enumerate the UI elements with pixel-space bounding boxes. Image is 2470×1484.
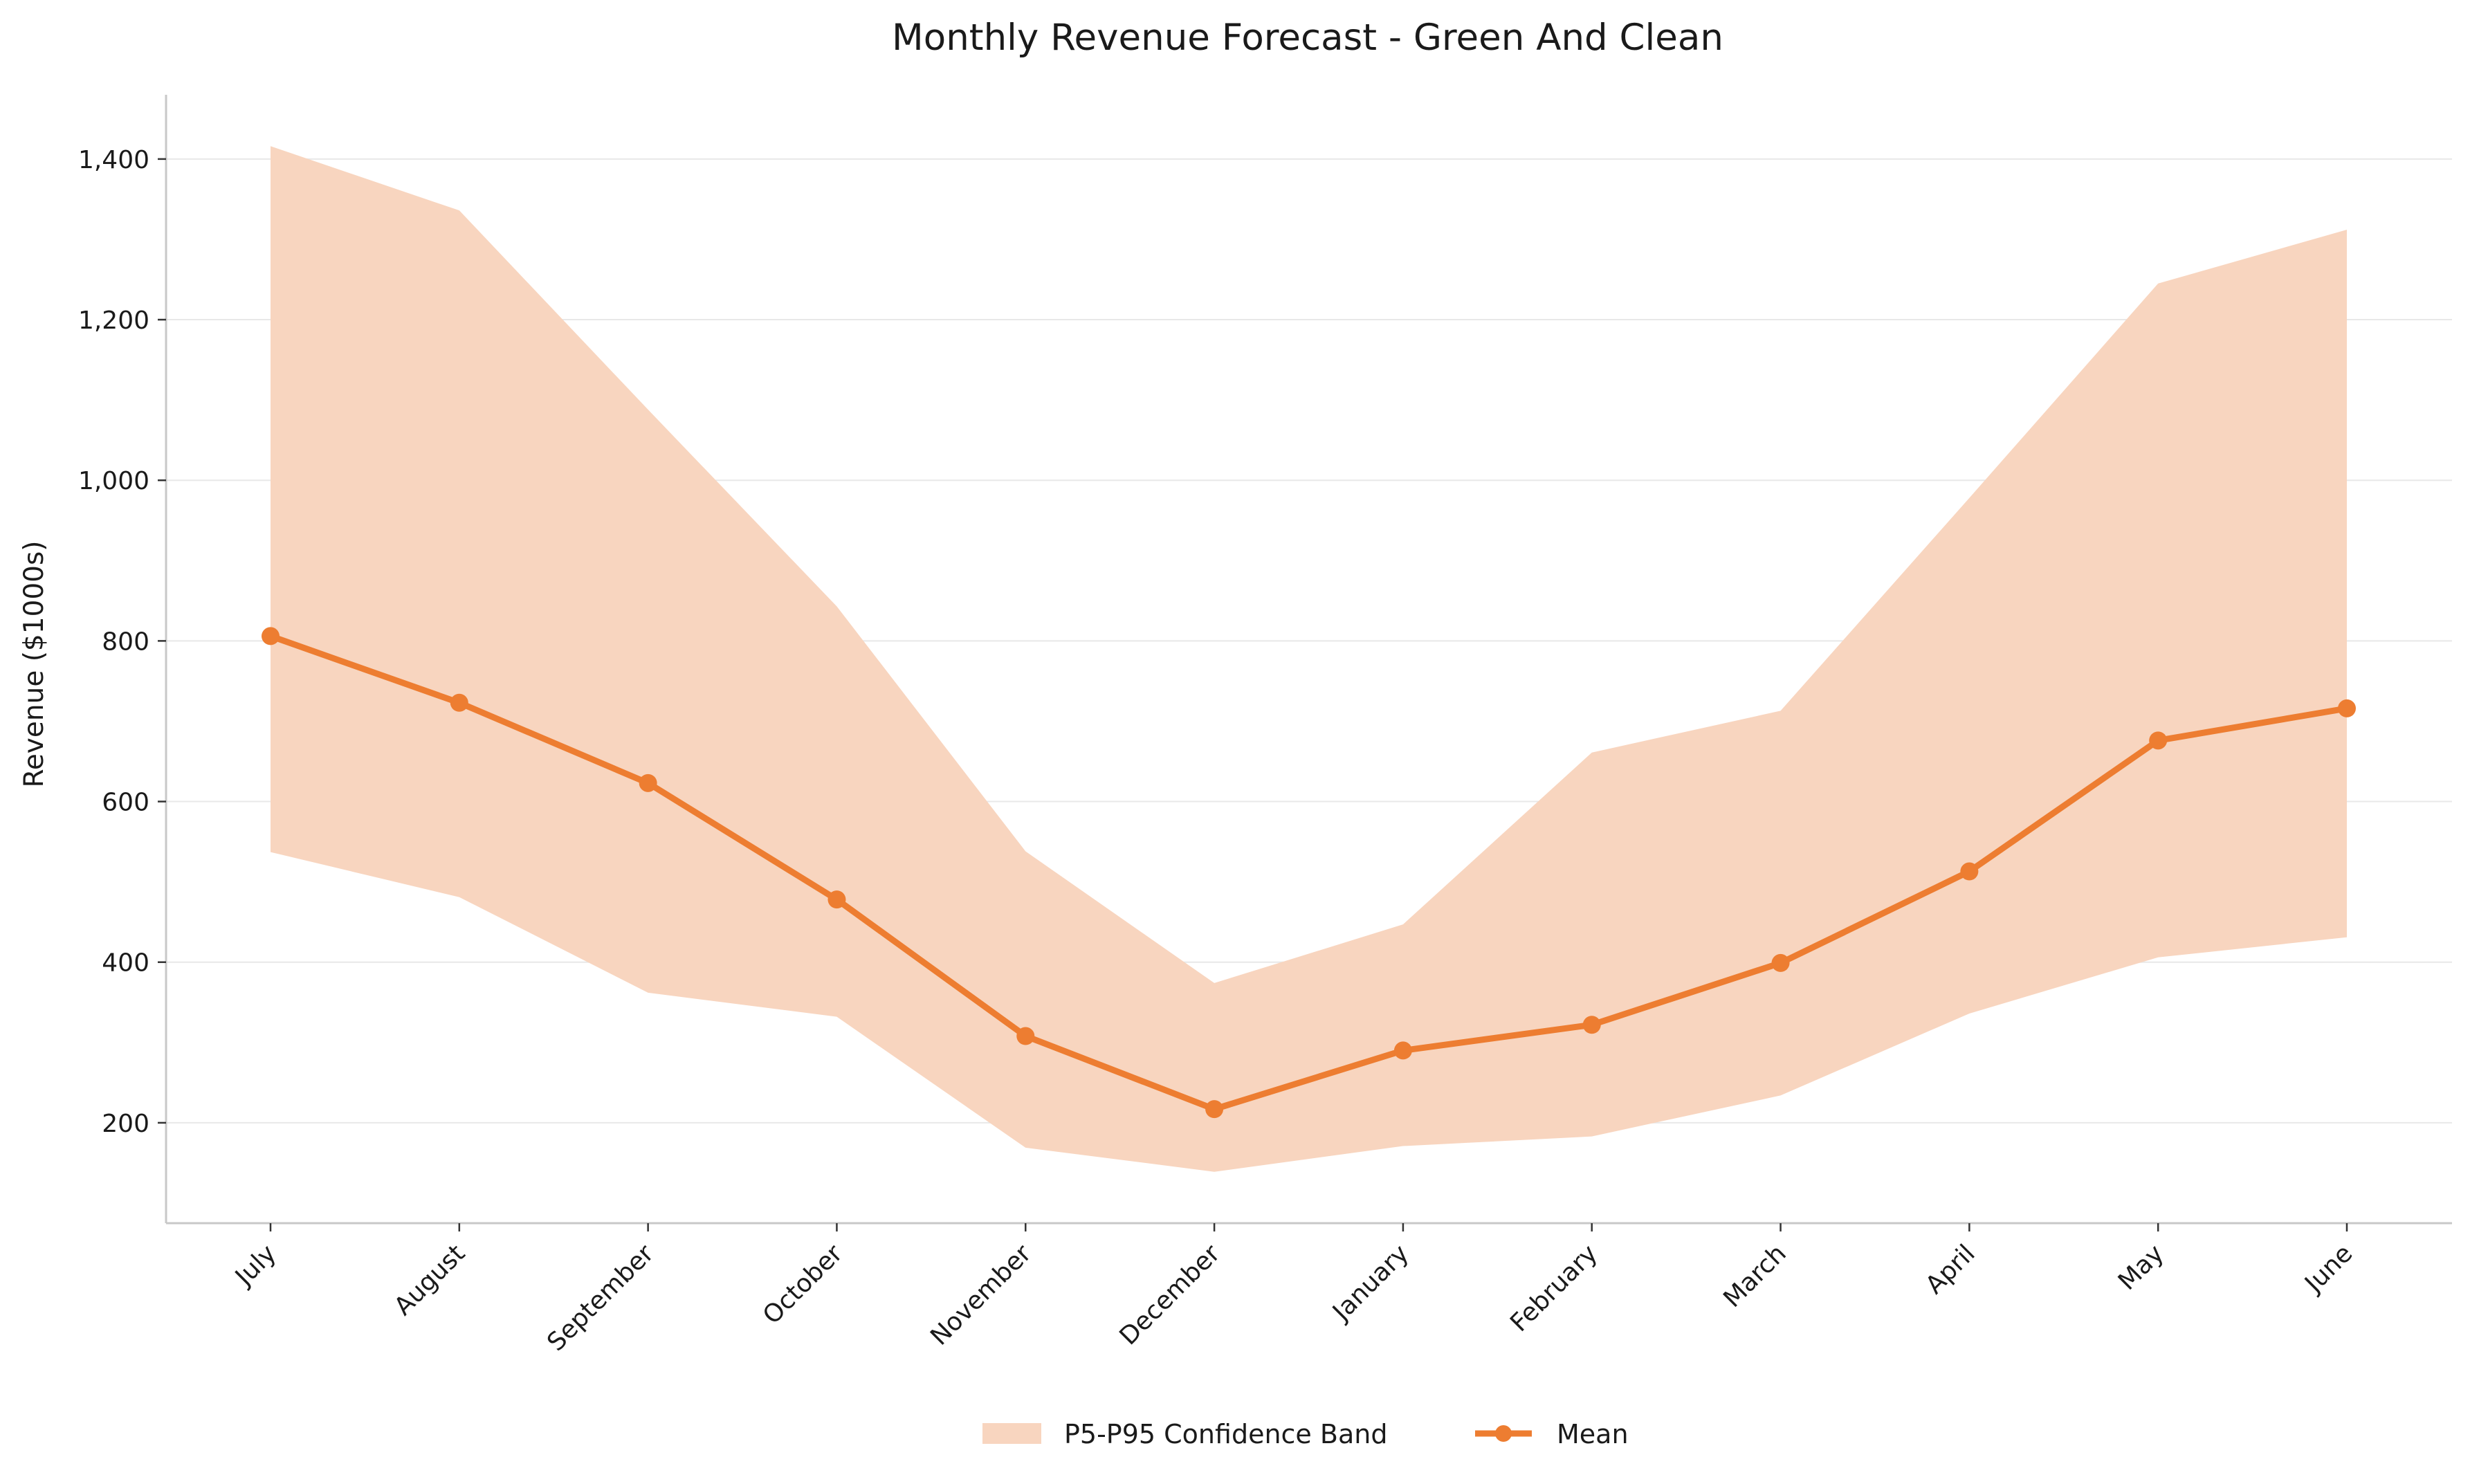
x-tick-label: November bbox=[925, 1239, 1037, 1351]
confidence-band-layer bbox=[271, 146, 2347, 1172]
mean-point bbox=[1771, 953, 1790, 972]
mean-point bbox=[1205, 1100, 1224, 1119]
x-tick-label: January bbox=[1326, 1239, 1414, 1327]
x-tick-label: February bbox=[1505, 1239, 1603, 1337]
x-tick-label: May bbox=[2113, 1239, 2170, 1296]
mean-line bbox=[267, 632, 2350, 1112]
legend-band-label: P5-P95 Confidence Band bbox=[1064, 1419, 1387, 1449]
mean-series-layer bbox=[262, 627, 2356, 1119]
mean-point bbox=[450, 693, 468, 712]
y-ticks: 200 400 600 800 1,000 1,200 1,400 bbox=[78, 146, 166, 1138]
x-tick-label: June bbox=[2299, 1239, 2359, 1299]
mean-point bbox=[2149, 731, 2168, 750]
chart-title: Monthly Revenue Forecast - Green And Cle… bbox=[892, 17, 1723, 59]
y-axis-label: Revenue ($1000s) bbox=[19, 540, 50, 787]
x-tick-label: December bbox=[1114, 1239, 1225, 1350]
mean-point bbox=[1960, 862, 1979, 881]
axes bbox=[165, 95, 2452, 1225]
y-tick-label: 600 bbox=[102, 789, 149, 817]
mean-point bbox=[827, 890, 846, 909]
legend-band-swatch bbox=[982, 1423, 1041, 1444]
x-tick-label: October bbox=[758, 1239, 848, 1330]
legend-mean-marker bbox=[1495, 1425, 1512, 1442]
y-tick-label: 1,200 bbox=[78, 306, 149, 335]
y-tick-label: 200 bbox=[102, 1110, 149, 1138]
legend-mean-label: Mean bbox=[1557, 1419, 1629, 1449]
x-tick-label: September bbox=[542, 1239, 659, 1357]
mean-point bbox=[2338, 699, 2356, 717]
y-tick-label: 1,000 bbox=[78, 467, 149, 495]
confidence-band bbox=[271, 146, 2347, 1172]
x-tick-label: March bbox=[1718, 1239, 1792, 1313]
x-tick-label: July bbox=[229, 1239, 282, 1292]
x-tick-label: April bbox=[1921, 1239, 1981, 1299]
legend: P5-P95 Confidence Band Mean bbox=[982, 1419, 1629, 1449]
mean-point bbox=[1582, 1016, 1601, 1034]
mean-point bbox=[1393, 1041, 1412, 1060]
mean-point bbox=[1016, 1027, 1035, 1045]
y-tick-label: 800 bbox=[102, 628, 149, 656]
x-ticks: July August September October November Decemb… bbox=[229, 1223, 2358, 1357]
mean-point bbox=[639, 773, 657, 792]
mean-point bbox=[262, 627, 280, 645]
x-tick-label: August bbox=[389, 1239, 470, 1321]
y-tick-label: 400 bbox=[102, 949, 149, 978]
y-tick-label: 1,400 bbox=[78, 146, 149, 174]
